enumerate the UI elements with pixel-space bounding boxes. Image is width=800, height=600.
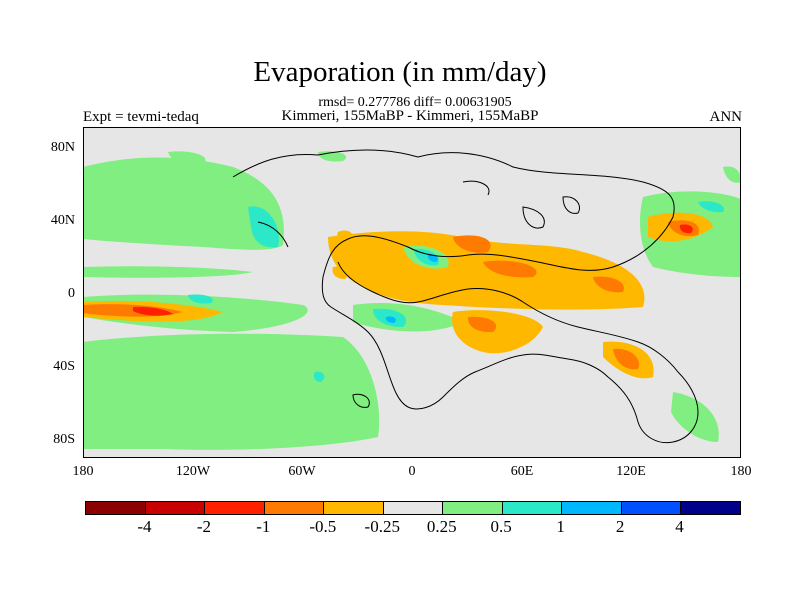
- lat-label-eq: 0: [68, 286, 75, 301]
- lat-label-40n: 40N: [50, 213, 75, 228]
- sa-red: [613, 348, 639, 370]
- south-teal: [313, 371, 325, 382]
- stats-line: rmsd= 0.277786 diff= 0.00631905: [318, 95, 512, 110]
- colorbar-box: [502, 502, 563, 514]
- central-orange: [332, 230, 379, 279]
- colorbar: [85, 501, 741, 515]
- wpac-teal: [698, 201, 724, 213]
- ne-green: [723, 166, 741, 183]
- npac-green-band: [83, 157, 284, 278]
- colorbar-label: 4: [675, 517, 684, 536]
- io-red: [467, 316, 497, 333]
- colorbar-box: [324, 502, 384, 514]
- tethys-red1: [453, 235, 491, 253]
- colorbar-box: [681, 502, 741, 514]
- colorbar-label: 1: [556, 517, 565, 536]
- arctic-green: [168, 151, 347, 165]
- lat-label-80s: 80S: [53, 432, 75, 447]
- lon-label-0: 0: [408, 464, 416, 479]
- colorbar-box: [205, 502, 265, 514]
- colorbar-label: 2: [615, 517, 625, 536]
- colorbar-box: [621, 502, 682, 514]
- colorbar-box: [383, 502, 444, 514]
- lon-label-180e: 180: [730, 464, 752, 479]
- colorbar-box: [562, 502, 622, 514]
- colorbar-label: 0.25: [426, 517, 457, 536]
- colorbar-label: -2: [196, 517, 211, 536]
- wpac-redcore: [679, 224, 693, 234]
- tethys-red2: [483, 260, 537, 278]
- south-green: [83, 333, 380, 450]
- plot-title: Evaporation (in mm/day): [253, 56, 547, 88]
- paleo-coastlines: [232, 149, 699, 444]
- colorbar-label: -1: [256, 517, 271, 536]
- colorbar-label: -0.25: [364, 517, 400, 536]
- evaporation-map: [83, 127, 741, 458]
- colorbar-label: -0.5: [309, 517, 337, 536]
- lon-label-120w: 120W: [175, 464, 211, 479]
- lon-label-60w: 60W: [288, 464, 316, 479]
- se-green: [671, 392, 719, 442]
- colorbar-label: 0.5: [490, 517, 512, 536]
- colorbar-box: [264, 502, 325, 514]
- expt-label: Expt = tevmi-tedaq: [83, 109, 199, 125]
- anomaly-fields: [83, 151, 741, 450]
- lon-label-180w: 180: [72, 464, 94, 479]
- lat-label-40s: 40S: [53, 359, 75, 374]
- npac-teal: [248, 206, 279, 248]
- experiment-subtitle: Kimmeri, 155MaBP - Kimmeri, 155MaBP: [281, 108, 539, 124]
- lon-label-120e: 120E: [616, 464, 646, 479]
- eq-blue: [385, 316, 396, 323]
- season-label: ANN: [709, 109, 743, 125]
- colorbar-label: -4: [137, 517, 152, 536]
- sp-redcore: [133, 306, 173, 316]
- lon-label-60e: 60E: [510, 464, 534, 479]
- colorbar-box: [145, 502, 206, 514]
- colorbar-box: [443, 502, 503, 514]
- tethys-red3: [593, 276, 624, 293]
- map-frame: [83, 127, 741, 458]
- lat-label-80n: 80N: [50, 140, 75, 155]
- colorbar-box: [86, 502, 146, 514]
- sp-teal: [188, 294, 213, 304]
